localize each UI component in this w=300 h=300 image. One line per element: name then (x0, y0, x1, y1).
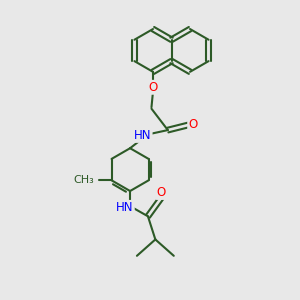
Text: HN: HN (116, 201, 134, 214)
Text: O: O (188, 118, 197, 131)
Text: O: O (157, 186, 166, 199)
Text: HN: HN (134, 129, 152, 142)
Text: O: O (148, 81, 158, 94)
Text: O: O (81, 174, 90, 187)
Text: CH₃: CH₃ (73, 175, 94, 185)
